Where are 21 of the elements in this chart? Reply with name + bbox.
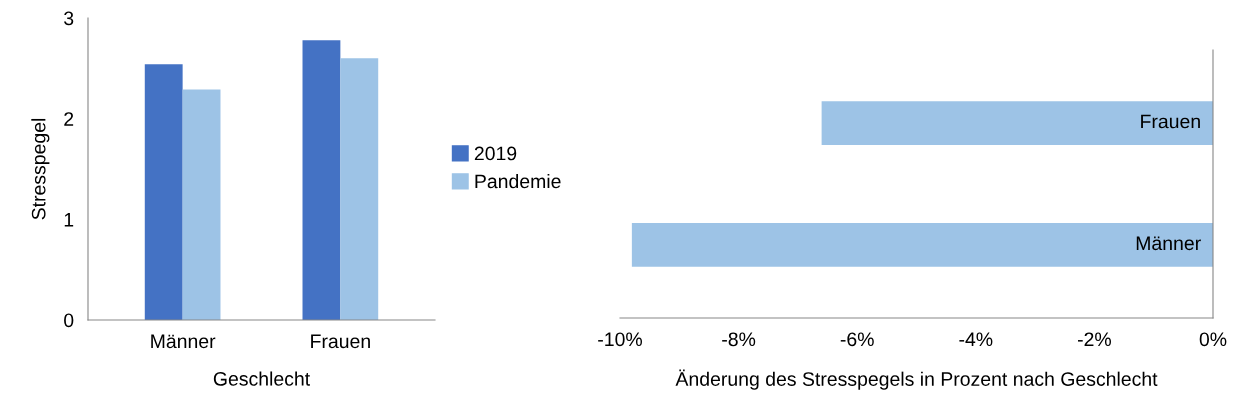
- x-tick-label: Männer: [151, 334, 216, 349]
- x-tick-label: -8%: [722, 332, 756, 347]
- x-tick-label: -6%: [840, 332, 874, 347]
- x-axis-title: Geschlecht: [213, 371, 310, 386]
- x-tick-label: -4%: [959, 332, 993, 347]
- y-tick-label: 2: [64, 112, 74, 126]
- x-tick-label: -2%: [1077, 332, 1111, 347]
- legend-label: Pandemie: [475, 173, 561, 189]
- x-tick-label: 0%: [1199, 332, 1227, 347]
- y-tick-label: 3: [64, 11, 74, 26]
- y-tick-label: 1: [64, 213, 74, 227]
- bar: [340, 58, 379, 320]
- legend-label: 2019: [474, 146, 517, 161]
- x-tick-label: -10%: [598, 332, 643, 347]
- x-tick-label: Frauen: [311, 334, 370, 349]
- bar: [144, 64, 183, 320]
- x-axis-title: Änderung des Stresspegels in Prozent nach Geschlecht: [675, 369, 1158, 390]
- y-tick-label: 0: [64, 313, 74, 328]
- y-axis-title: Stresspegel: [31, 118, 50, 220]
- bar: [302, 40, 341, 320]
- bar: [182, 89, 221, 320]
